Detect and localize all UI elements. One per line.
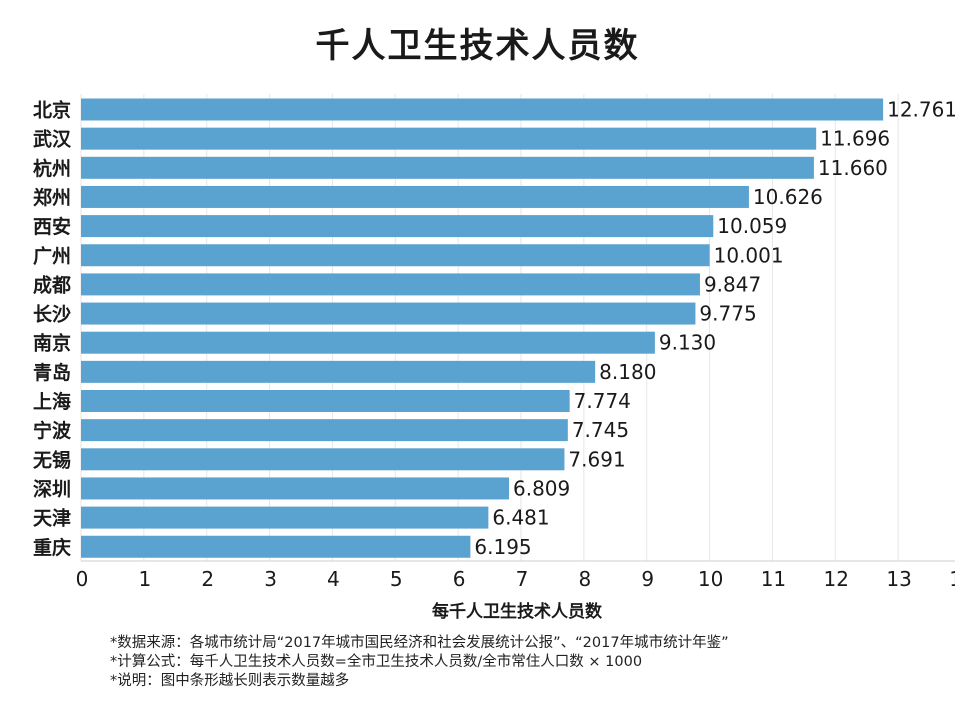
category-label: 广州 xyxy=(33,244,71,267)
value-label: 6.809 xyxy=(513,476,570,500)
x-tick-label: 2 xyxy=(201,567,214,591)
value-label: 9.775 xyxy=(699,302,756,326)
value-label: 6.481 xyxy=(492,506,549,530)
category-label: 重庆 xyxy=(33,536,71,559)
bar xyxy=(81,302,696,325)
category-label: 成都 xyxy=(33,273,71,296)
value-label: 11.660 xyxy=(818,156,888,180)
bar xyxy=(81,98,884,121)
x-tick-label: 7 xyxy=(516,567,529,591)
category-label: 杭州 xyxy=(33,157,71,180)
value-label: 10.626 xyxy=(753,185,823,209)
value-label: 9.847 xyxy=(704,272,761,296)
footnote-source: *数据来源：各城市统计局“2017年城市国民经济和社会发展统计公报”、“2017… xyxy=(110,635,729,651)
category-label: 上海 xyxy=(33,390,71,413)
bar xyxy=(81,477,509,500)
x-tick-label: 6 xyxy=(453,567,466,591)
footnotes: *数据来源：各城市统计局“2017年城市国民经济和社会发展统计公报”、“2017… xyxy=(110,634,729,691)
category-label: 天津 xyxy=(33,507,71,530)
category-label: 长沙 xyxy=(33,304,71,326)
category-label: 青岛 xyxy=(33,361,71,384)
category-label: 北京 xyxy=(33,99,71,122)
bar xyxy=(81,419,568,442)
value-label: 6.195 xyxy=(474,535,531,559)
bar xyxy=(81,448,565,471)
x-tick-label: 10 xyxy=(698,567,723,591)
bar xyxy=(81,244,710,267)
x-tick-label: 8 xyxy=(578,567,591,591)
value-label: 7.745 xyxy=(572,418,629,442)
value-label: 7.774 xyxy=(574,389,631,413)
x-axis-label: 每千人卫生技术人员数 xyxy=(432,601,603,622)
x-tick-label: 1 xyxy=(138,567,151,591)
bar xyxy=(81,331,655,354)
value-label: 8.180 xyxy=(599,360,656,384)
bar xyxy=(81,215,714,238)
value-label: 7.691 xyxy=(568,447,625,471)
category-label: 南京 xyxy=(33,332,71,355)
bar xyxy=(81,535,471,558)
x-tick-label: 5 xyxy=(390,567,403,591)
value-label: 11.696 xyxy=(820,127,890,151)
value-label: 9.130 xyxy=(659,331,716,355)
category-label: 武汉 xyxy=(33,129,72,151)
bar xyxy=(81,127,817,150)
category-label: 无锡 xyxy=(33,448,71,471)
value-label: 12.761 xyxy=(887,98,955,122)
category-label: 郑州 xyxy=(33,187,71,209)
bar xyxy=(81,360,596,383)
chart-title: 千人卫生技术人员数 xyxy=(315,26,640,66)
x-tick-label: 9 xyxy=(641,567,654,591)
category-label: 深圳 xyxy=(33,477,71,500)
x-tick-label: 4 xyxy=(327,567,340,591)
bar xyxy=(81,273,700,296)
x-tick-label: 0 xyxy=(76,567,89,591)
footnote-formula: *计算公式：每千人卫生技术人员数=全市卫生技术人员数/全市常住人口数 × 100… xyxy=(110,654,643,670)
value-label: 10.001 xyxy=(714,243,784,267)
bar xyxy=(81,185,749,208)
bar xyxy=(81,390,570,412)
x-tick-label: 12 xyxy=(824,567,849,591)
category-label: 西安 xyxy=(33,215,71,238)
x-tick-label: 3 xyxy=(264,567,277,591)
value-label: 10.059 xyxy=(717,214,787,238)
bar xyxy=(81,506,489,529)
x-tick-label: 13 xyxy=(886,567,911,591)
x-tick-label: 14 xyxy=(949,567,955,591)
x-tick-label: 11 xyxy=(761,567,786,591)
footnote-explanation: *说明：图中条形越长则表示数量越多 xyxy=(110,673,350,689)
category-label: 宁波 xyxy=(33,419,72,442)
bar xyxy=(81,156,814,179)
